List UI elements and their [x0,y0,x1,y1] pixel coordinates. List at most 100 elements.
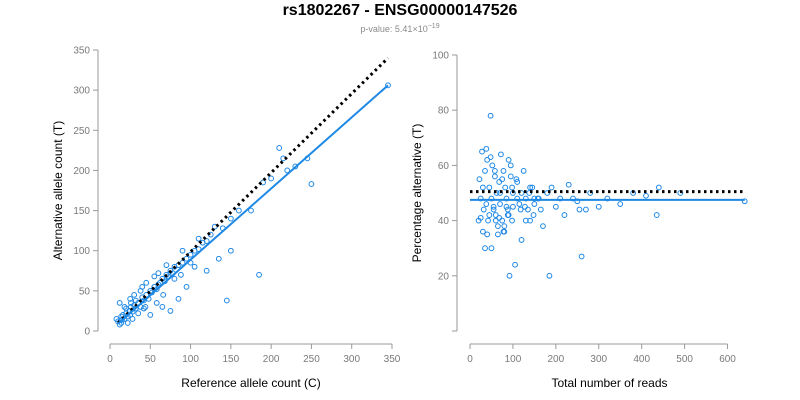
data-point [510,203,516,210]
data-point [131,291,138,298]
data-point [151,273,158,280]
data-point [143,279,150,286]
x-axis-title: Total number of reads [551,376,667,390]
data-point [113,316,120,322]
data-point [124,320,131,326]
data-point [123,305,130,312]
data-point [505,156,512,163]
data-point [570,195,576,202]
data-point [582,206,589,213]
data-point [485,217,491,224]
x-tick-label: 500 [676,354,693,365]
data-point [116,300,123,306]
x-tick-label: 350 [384,354,401,365]
data-point [513,176,520,183]
data-point [561,212,568,218]
data-point [509,217,515,224]
data-point [653,212,660,218]
data-point [160,291,167,298]
data-point [191,263,198,270]
panel-ref-vs-alt: 0 50 100 150 200 250 300 350 0 50 100 150 200 250 300 3… [51,46,401,391]
data-point [183,283,190,290]
data-point [128,300,134,306]
data-point [483,145,490,152]
data-point [503,195,510,202]
data-point [153,300,160,306]
x-tick-label: 400 [633,354,650,365]
data-point [490,206,497,213]
data-point [484,156,491,163]
y-axis-title: Alternative allele count (T) [51,121,65,260]
data-point [499,217,506,224]
x-tick-label: 150 [223,354,240,365]
data-point [179,247,186,254]
data-point [503,203,510,210]
data-point [488,245,495,252]
data-point [741,198,748,205]
data-point [171,275,178,282]
data-point [215,255,222,262]
reference-line [117,56,390,325]
data-point [506,272,513,279]
data-point [574,198,581,205]
data-point [256,271,262,278]
p-value-exponent: −19 [427,23,440,30]
data-point [491,168,498,174]
data-point [531,201,538,207]
data-point [482,245,488,252]
data-point [486,212,493,218]
data-point [178,271,184,278]
y-tick-label: 300 [73,86,90,97]
y-tick-label: 150 [73,206,90,217]
data-point [479,148,485,155]
data-point [203,267,210,274]
data-point [236,207,242,214]
panel-reads-vs-percentage: 0 100 200 300 400 500 600 20 40 60 80 100 Total numb… [410,51,748,390]
y-tick-label: 40 [438,216,450,227]
data-point [276,145,283,151]
data-point [552,203,559,210]
x-tick-label: 100 [182,354,199,365]
x-tick-label: 300 [343,354,360,365]
data-point [480,206,487,213]
data-point [529,184,536,191]
data-point [643,192,649,199]
data-point [522,195,529,202]
data-point [502,184,509,191]
p-value-label: p-value: 5.41 [360,24,413,34]
x-tick-label: 50 [145,354,157,365]
x-tick-label: 100 [505,354,522,365]
data-point [385,82,391,89]
x-tick-label: 200 [263,354,280,365]
data-point [140,305,147,312]
data-point [491,173,498,180]
data-point [121,304,128,310]
data-point [484,231,491,238]
times-sign: × [412,24,418,34]
data-point [489,162,496,169]
data-point [223,297,230,304]
data-point [477,195,484,202]
data-point [496,179,503,185]
data-point [248,207,254,214]
data-point [183,255,190,262]
x-tick-label: 0 [107,354,113,365]
data-point [504,206,511,213]
y-tick-label: 200 [73,166,90,177]
data-point [227,247,234,254]
data-point [540,223,546,230]
data-point [522,217,529,224]
data-point [308,181,315,187]
data-point [129,316,136,322]
data-point [595,203,602,210]
data-point [604,195,611,202]
data-point [617,201,624,207]
data-point [499,176,506,183]
data-point [546,272,553,279]
data-point [488,195,495,202]
x-axis-title: Reference allele count (C) [181,376,320,390]
data-point [516,201,523,207]
data-point [132,297,139,304]
y-tick-label: 250 [73,126,90,137]
